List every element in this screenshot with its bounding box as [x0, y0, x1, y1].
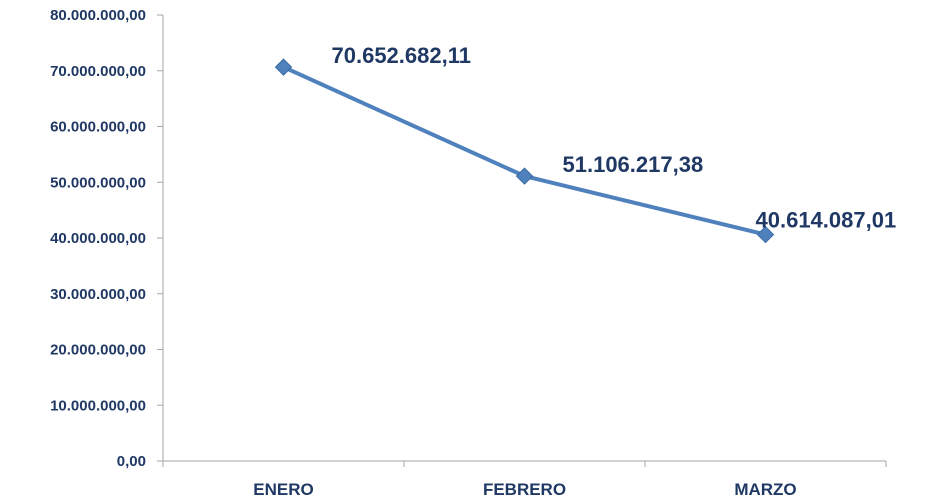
y-tick-label: 40.000.000,00: [50, 230, 146, 247]
series-line: [281, 65, 768, 237]
y-tick-label: 30.000.000,00: [50, 286, 146, 303]
data-point-marker: [515, 167, 534, 185]
y-tick-label: 0,00: [117, 453, 146, 470]
data-label: 51.106.217,38: [563, 152, 704, 177]
x-category-label: ENERO: [253, 480, 313, 499]
x-axis: ENERO FEBRERO MARZO: [162, 460, 887, 499]
data-point-marker: [274, 58, 293, 76]
y-tick-label: 50.000.000,00: [50, 174, 146, 191]
y-tick-label: 60.000.000,00: [50, 119, 146, 136]
y-tick-label: 80.000.000,00: [50, 7, 146, 24]
x-category-label: MARZO: [734, 480, 796, 499]
data-labels: 70.652.682,11 51.106.217,38 40.614.087,01: [332, 43, 897, 232]
data-label: 40.614.087,01: [756, 208, 897, 233]
y-tick-label: 20.000.000,00: [50, 342, 146, 359]
x-category-label: FEBRERO: [483, 480, 566, 499]
data-point-marker: [756, 225, 775, 244]
data-label: 70.652.682,11: [332, 43, 471, 68]
y-tick-label: 10.000.000,00: [50, 397, 146, 414]
series-line-group: [274, 58, 775, 244]
y-axis: 0,00 10.000.000,00 20.000.000,00 30.000.000…: [50, 7, 164, 470]
y-tick-label: 70.000.000,00: [50, 63, 146, 80]
